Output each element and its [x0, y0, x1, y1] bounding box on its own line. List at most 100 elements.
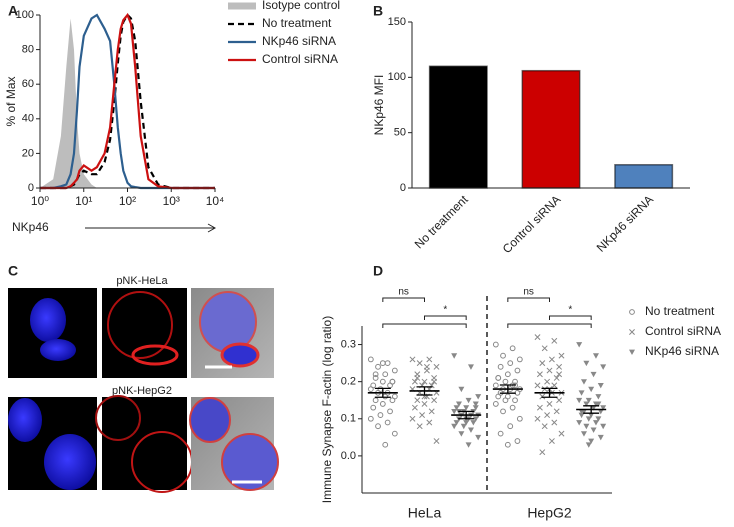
y-tick-label: 0.1 — [341, 413, 356, 425]
cell-outline — [107, 291, 173, 359]
dot — [536, 404, 543, 411]
dot — [556, 371, 563, 378]
dot — [451, 353, 458, 359]
dot — [544, 378, 551, 385]
dot — [600, 405, 607, 411]
dot — [583, 360, 590, 367]
bracket — [507, 297, 550, 302]
dot — [372, 397, 379, 404]
micrographs: C pNK-HeLa pNK-HepG2 — [8, 263, 279, 493]
bar — [521, 69, 581, 189]
dot — [556, 397, 563, 404]
dot — [375, 423, 381, 430]
dot — [516, 356, 523, 363]
dot — [578, 412, 585, 419]
dot — [472, 401, 479, 407]
dot — [546, 367, 553, 374]
x-tick-label: NKp46 siRNA — [594, 192, 656, 254]
dot — [578, 390, 585, 396]
dot — [451, 423, 458, 430]
dot — [382, 393, 389, 400]
dot — [534, 382, 541, 389]
dot — [426, 419, 433, 426]
dot — [384, 419, 391, 426]
dot — [500, 408, 506, 415]
dot — [514, 367, 521, 374]
dot — [367, 415, 374, 422]
dot — [558, 430, 565, 437]
dot — [472, 416, 479, 422]
dot — [516, 415, 523, 422]
dot — [595, 416, 602, 422]
dot — [539, 360, 546, 367]
dot — [419, 412, 426, 419]
dot — [578, 408, 585, 415]
x-tick-label: HepG2 — [527, 505, 572, 521]
dot — [411, 378, 418, 385]
dot — [585, 442, 592, 448]
y-tick-label: 0.0 — [341, 450, 356, 462]
y-tick-label: 0 — [28, 182, 34, 194]
bracket-label: * — [443, 305, 447, 316]
y-tick-label: 100 — [16, 9, 34, 21]
bracket — [382, 297, 425, 302]
x-tick-label: 10² — [119, 194, 136, 208]
bracket — [549, 315, 592, 320]
bar — [614, 164, 674, 189]
dot — [585, 416, 592, 422]
dot — [495, 393, 502, 400]
dot — [551, 419, 558, 426]
panel-letter: C — [8, 263, 18, 279]
dot — [475, 394, 482, 400]
dot — [384, 360, 391, 367]
dot — [453, 405, 460, 411]
error-bar — [499, 384, 516, 394]
dot — [580, 379, 587, 385]
y-tick-label: 20 — [22, 147, 34, 159]
dot — [497, 363, 504, 370]
dot — [367, 386, 374, 392]
dot — [502, 378, 509, 385]
dot — [382, 441, 389, 448]
bar — [428, 65, 488, 189]
dot — [472, 405, 479, 411]
dot — [597, 408, 604, 415]
dot — [433, 363, 440, 370]
dot — [367, 356, 374, 363]
dot — [590, 371, 597, 378]
bracket-label: ns — [398, 287, 409, 298]
y-tick-label: 40 — [22, 113, 34, 125]
dot — [553, 375, 560, 381]
dot — [416, 360, 423, 367]
dot — [590, 427, 597, 433]
x-arrowhead — [207, 223, 217, 233]
dot — [592, 353, 599, 359]
bracket-label: ns — [523, 287, 534, 298]
dot — [588, 386, 595, 393]
dot — [556, 363, 563, 370]
x-tick-label: HeLa — [408, 505, 442, 521]
dot — [460, 423, 467, 430]
dot — [597, 434, 604, 441]
dot — [551, 382, 558, 389]
dot — [558, 352, 565, 359]
dot — [492, 382, 499, 389]
image-row — [8, 395, 279, 493]
dot — [536, 371, 543, 378]
dot — [455, 401, 462, 407]
dot — [576, 397, 583, 404]
x-tick-label: Control siRNA — [500, 192, 564, 256]
dot — [409, 356, 416, 363]
y-tick-label: 0.3 — [341, 338, 356, 350]
dot — [411, 404, 418, 411]
dot — [588, 412, 595, 419]
y-tick-label: 100 — [388, 71, 406, 83]
dot — [548, 356, 555, 363]
dot — [470, 420, 477, 426]
dot — [595, 394, 602, 400]
y-tick-label: 80 — [22, 44, 34, 56]
dot — [375, 363, 381, 370]
dot — [595, 401, 602, 407]
dot — [534, 334, 541, 341]
image-title: pNK-HeLa — [116, 275, 168, 287]
